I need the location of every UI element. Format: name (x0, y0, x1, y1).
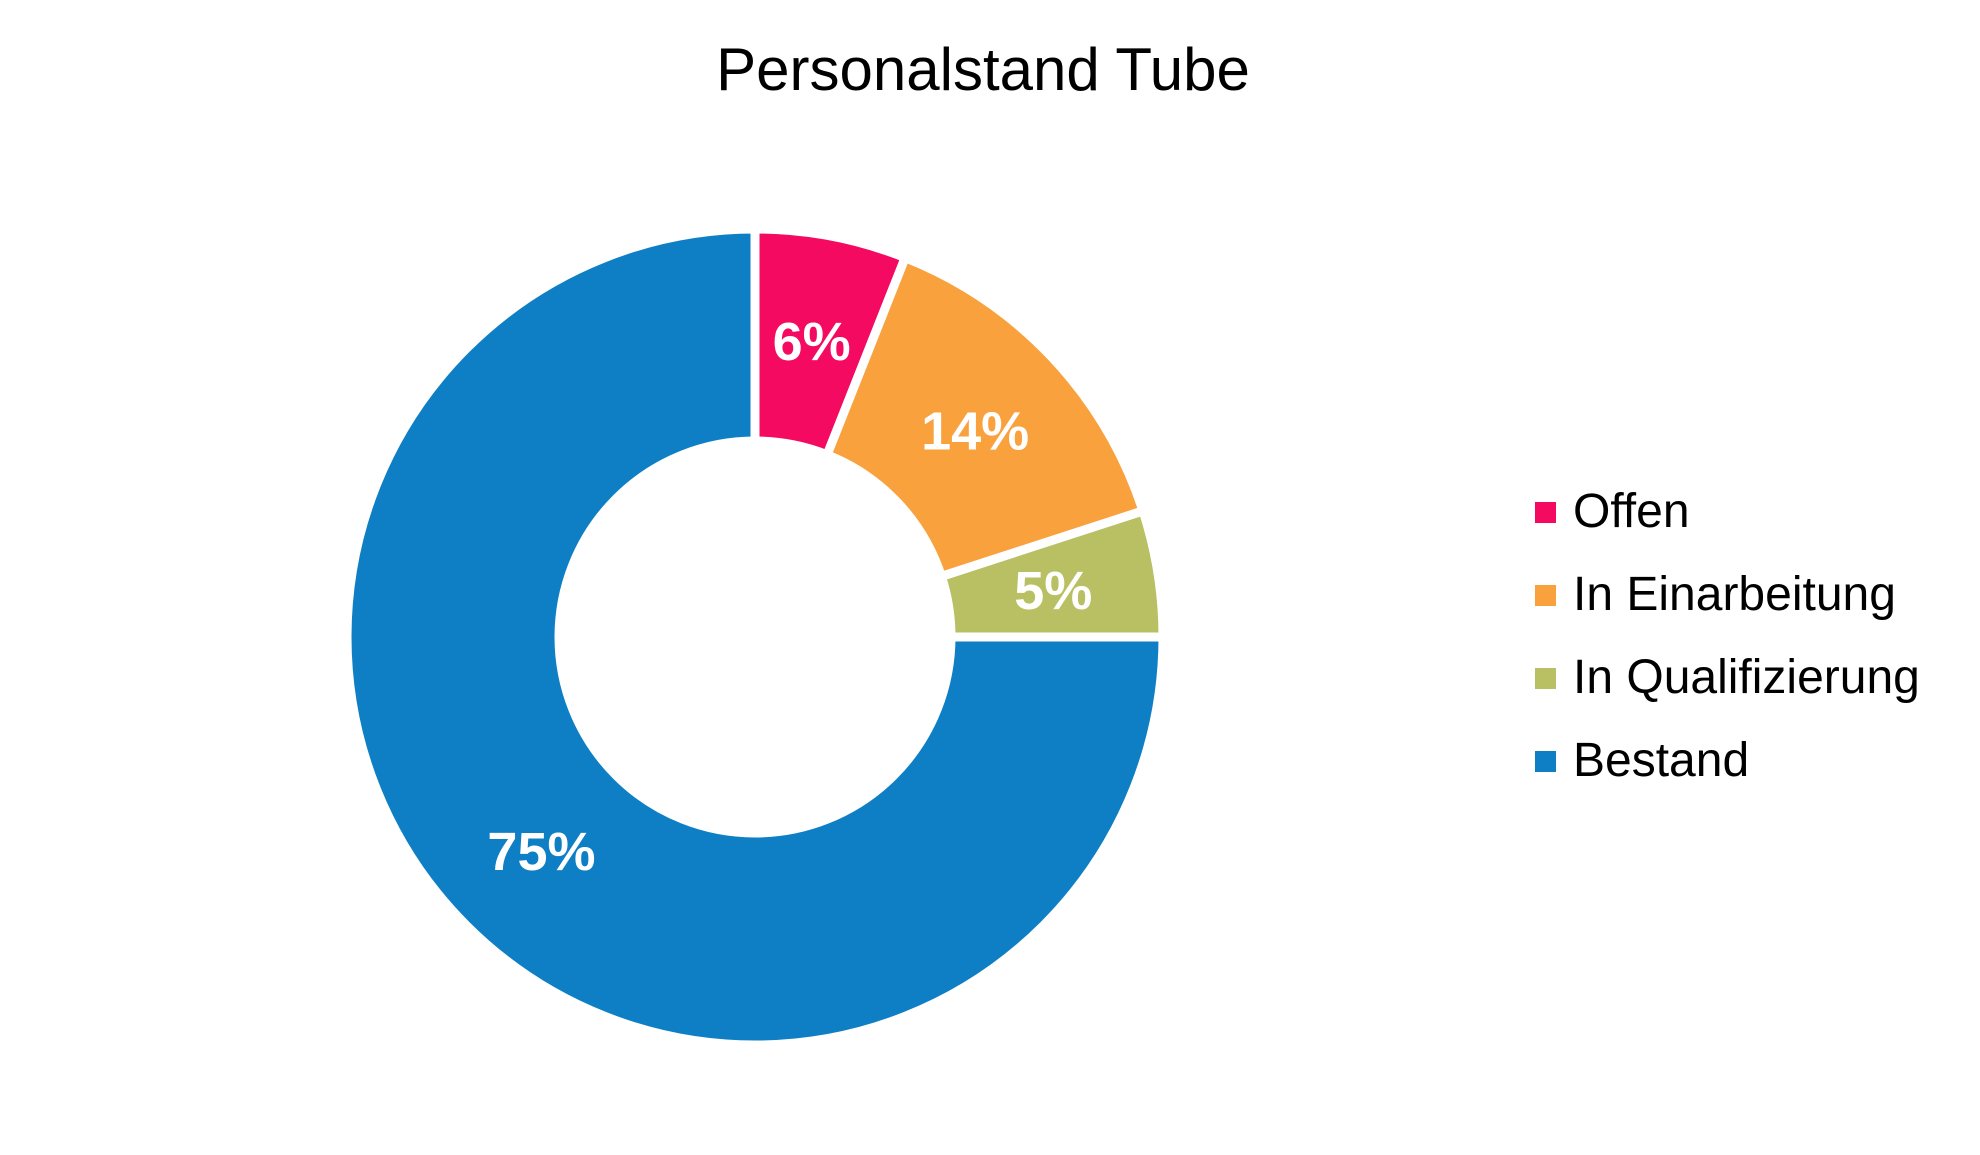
legend-item: In Qualifizierung (1535, 650, 1920, 706)
legend-item: In Einarbeitung (1535, 567, 1920, 623)
legend-swatch (1535, 501, 1556, 523)
legend-label: Bestand (1573, 734, 1750, 787)
slice-percent-label: 6% (773, 312, 851, 372)
legend-swatch (1535, 667, 1556, 689)
chart-title: Personalstand Tube (716, 36, 1250, 103)
legend-label: In Einarbeitung (1573, 568, 1896, 621)
legend-swatch (1535, 750, 1556, 772)
legend-item: Offen (1535, 484, 1920, 540)
legend-item: Bestand (1535, 733, 1920, 789)
legend-label: In Qualifizierung (1573, 651, 1920, 704)
chart-legend: Offen In Einarbeitung In Qualifizierung Bes… (1535, 484, 1920, 789)
legend-label: Offen (1573, 485, 1690, 538)
slice-percent-label: 75% (487, 822, 595, 882)
pie-slice-in-einarbeitung (821, 251, 1149, 583)
slice-percent-label: 5% (1014, 561, 1092, 621)
legend-swatch (1535, 584, 1556, 606)
slice-percent-label: 14% (921, 402, 1029, 462)
pie-slice-bestand (342, 224, 1168, 1050)
